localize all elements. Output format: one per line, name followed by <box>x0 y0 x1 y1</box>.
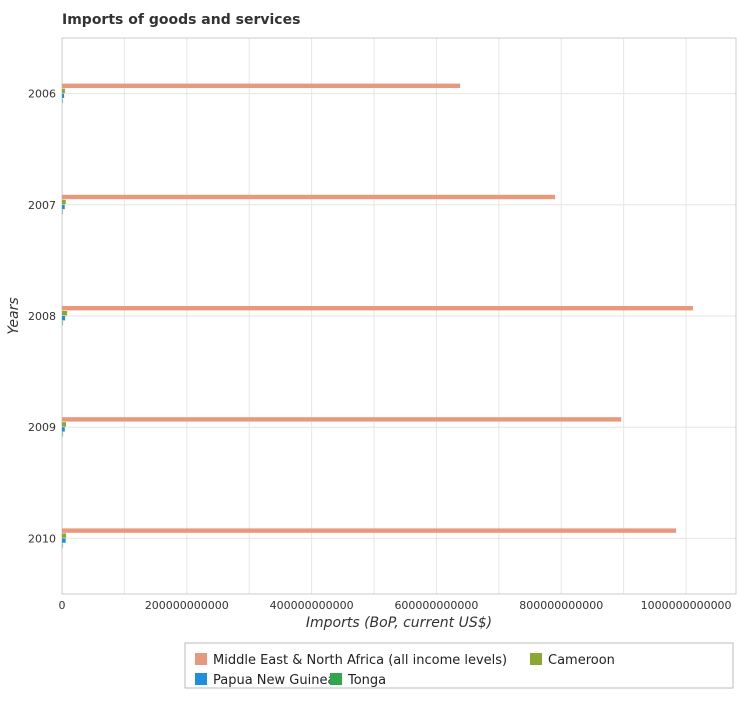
bar <box>62 432 63 437</box>
x-tick-label: 400000000000 <box>270 599 354 612</box>
bar <box>62 321 63 326</box>
legend-label: Cameroon <box>548 653 615 668</box>
bars <box>62 83 693 548</box>
bar <box>62 427 65 432</box>
y-tick-label: 2008 <box>28 310 56 323</box>
legend-label: Tonga <box>347 673 386 688</box>
bar <box>62 316 66 321</box>
y-axis-title: Years <box>6 297 22 334</box>
legend-label: Papua New Guinea <box>213 673 335 688</box>
bar <box>62 528 677 533</box>
x-tick-label: 600000000000 <box>394 599 478 612</box>
bar <box>62 194 556 200</box>
chart-title: Imports of goods and services <box>62 12 300 28</box>
bar <box>62 417 622 422</box>
bar <box>62 88 65 93</box>
y-tick-label: 2010 <box>28 532 56 545</box>
x-tick-label: 1000000000000 <box>641 599 732 612</box>
legend-swatch <box>530 653 542 665</box>
bar <box>62 83 461 88</box>
x-axis-title: Imports (BoP, current US$) <box>306 615 492 631</box>
x-tick-label: 200000000000 <box>145 599 229 612</box>
y-tick-labels: 2006 2007 2008 2009 2010 <box>28 88 56 546</box>
bar <box>62 98 63 103</box>
y-tick-label: 2009 <box>28 421 56 434</box>
bar <box>62 538 66 543</box>
legend-label: Middle East & North Africa (all income l… <box>213 653 507 668</box>
bar <box>62 533 67 538</box>
y-tick-label: 2007 <box>28 199 56 212</box>
legend-swatch <box>330 673 342 685</box>
bar <box>62 204 65 210</box>
grid <box>61 38 736 594</box>
legend-swatch <box>195 653 207 665</box>
bar <box>62 543 63 548</box>
x-tick-label: 800000000000 <box>519 599 603 612</box>
x-tick-label: 0 <box>59 599 66 612</box>
legend-box <box>184 642 734 689</box>
x-tick-labels: 0 200000000000 400000000000 600000000000 800… <box>59 599 732 612</box>
bar <box>62 306 693 311</box>
legend-swatch <box>195 673 207 685</box>
bar <box>62 422 67 427</box>
bar <box>62 311 68 316</box>
y-tick-label: 2006 <box>28 88 56 101</box>
legend: Middle East & North Africa (all income l… <box>184 642 734 689</box>
bar <box>62 199 66 205</box>
bar <box>62 93 65 98</box>
bar <box>62 209 63 215</box>
